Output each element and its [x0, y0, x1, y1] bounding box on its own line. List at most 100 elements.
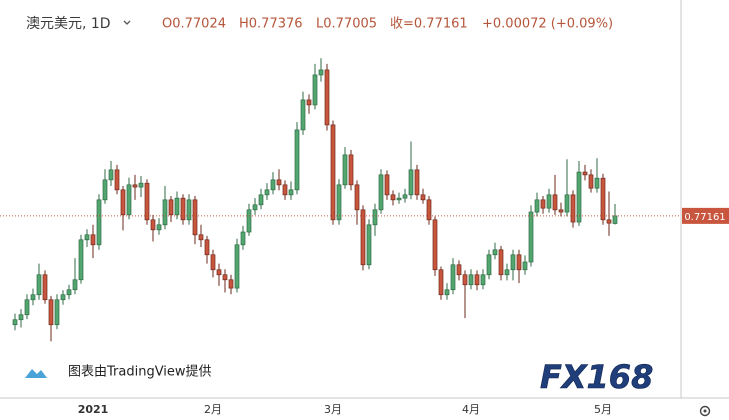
candles	[12, 58, 618, 342]
candle-body	[270, 179, 276, 191]
candle-body	[558, 209, 564, 213]
candle-body	[546, 194, 552, 209]
candle-body	[468, 274, 474, 286]
candle-body	[222, 274, 228, 281]
candle-body	[228, 279, 234, 289]
settings-icon[interactable]	[699, 405, 711, 417]
candle-body	[330, 124, 336, 221]
candle-body	[600, 177, 606, 221]
candle-body	[258, 194, 264, 206]
candle-body	[132, 184, 138, 188]
candle-body	[282, 184, 288, 196]
candle-body	[408, 169, 414, 196]
candle-body	[192, 199, 198, 236]
candle-body	[372, 209, 378, 226]
candle-body	[108, 169, 114, 181]
candle-body	[90, 234, 96, 246]
x-tick-label: 3月	[324, 403, 342, 416]
candle-body	[384, 174, 390, 196]
candle-body	[48, 299, 54, 326]
candle-body	[342, 154, 348, 186]
candle-body	[84, 234, 90, 241]
candle-body	[150, 219, 156, 231]
candle-body	[18, 314, 24, 321]
candle-body	[540, 199, 546, 209]
candle-body	[402, 194, 408, 199]
candle-body	[336, 184, 342, 221]
candle-body	[162, 199, 168, 226]
candle-body	[480, 274, 486, 286]
candle-body	[72, 279, 78, 291]
candle-body	[240, 231, 246, 246]
candle-body	[216, 269, 222, 276]
x-tick-label: 4月	[462, 403, 480, 416]
candle-body	[234, 244, 240, 289]
candle-body	[438, 269, 444, 296]
candle-body	[432, 219, 438, 271]
candle-body	[156, 224, 162, 231]
open-label: O0.77024	[162, 17, 226, 32]
candle-body	[360, 209, 366, 266]
candle-body	[102, 179, 108, 201]
candle-body	[456, 264, 462, 276]
candle-body	[576, 171, 582, 223]
last-price-label: 0.77161	[684, 212, 725, 223]
candle-body	[390, 194, 396, 201]
candle-body	[450, 264, 456, 291]
candle-body	[420, 194, 426, 201]
candle-body	[444, 289, 450, 296]
tv-logo	[25, 369, 47, 378]
candle-body	[312, 74, 318, 106]
candle-body	[54, 299, 60, 326]
candle-body	[522, 261, 528, 271]
candle-body	[300, 99, 306, 131]
candle-body	[66, 289, 72, 296]
candle-body	[324, 69, 330, 126]
candle-body	[606, 219, 612, 224]
candle-body	[126, 184, 132, 216]
candle-body	[594, 177, 600, 189]
chevron[interactable]	[123, 20, 131, 25]
candle-body	[204, 239, 210, 256]
candle-body	[12, 319, 18, 326]
candle-body	[294, 129, 300, 191]
candle-body	[144, 182, 150, 221]
candle-body	[210, 254, 216, 271]
candle-body	[180, 197, 186, 221]
x-tick-label: 2021	[78, 403, 109, 416]
candle-body	[168, 199, 174, 216]
candle-body	[348, 154, 354, 186]
candle-body	[354, 184, 360, 211]
candle-body	[570, 194, 576, 223]
low-label: L0.77005	[316, 17, 377, 32]
candle-body	[174, 197, 180, 216]
candle-body	[186, 199, 192, 221]
candle-body	[366, 224, 372, 266]
candle-body	[504, 269, 510, 276]
candle-body	[198, 234, 204, 241]
candle-body	[120, 189, 126, 216]
candle-body	[510, 254, 516, 271]
candle-body	[486, 254, 492, 276]
credit: 图表由TradingView提供	[68, 364, 212, 380]
x-tick-label: 2月	[204, 403, 222, 416]
candle-body	[60, 294, 66, 301]
candle-body	[138, 182, 144, 188]
candle-body	[78, 239, 84, 281]
candle-body	[246, 209, 252, 233]
candle-body	[114, 169, 120, 191]
last-price-tag	[682, 207, 729, 224]
candle-body	[462, 274, 468, 286]
candle-body	[612, 215, 618, 224]
x-tick-label: 5月	[594, 403, 612, 416]
candle-body	[516, 254, 522, 271]
candle-body	[528, 211, 534, 263]
candle-body	[378, 174, 384, 211]
candle-body	[276, 179, 282, 186]
candle-body	[552, 194, 558, 211]
close-label: 收=0.77161	[390, 17, 468, 32]
candle-body	[588, 174, 594, 189]
candle-body	[36, 274, 42, 296]
candle-body	[426, 199, 432, 221]
